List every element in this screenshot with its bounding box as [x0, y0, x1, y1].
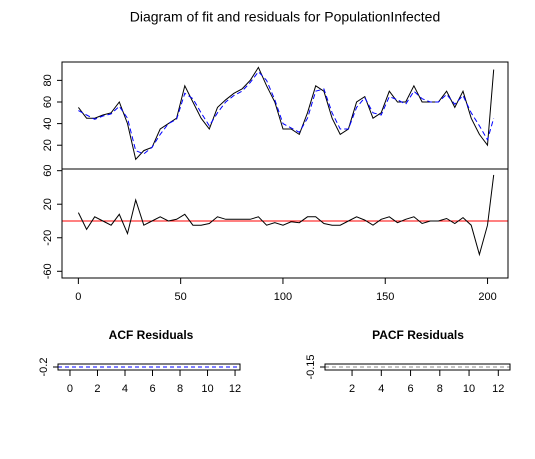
- x-tick-label: 12: [229, 383, 241, 395]
- x-tick-label: 6: [149, 383, 155, 395]
- pacf-title: PACF Residuals: [372, 328, 464, 342]
- x-tick-label: 200: [478, 291, 496, 303]
- x-tick-label: 50: [175, 291, 187, 303]
- x-tick-label: 8: [437, 383, 443, 395]
- plot-frame: [324, 363, 511, 371]
- y-tick-label: 40: [42, 117, 54, 129]
- x-tick-label: 6: [407, 383, 413, 395]
- plot-area: [58, 366, 240, 368]
- y-tick-label: 20: [42, 139, 54, 151]
- plot-area: [62, 174, 508, 257]
- plot-area: [78, 66, 495, 161]
- x-tick-label: 2: [94, 383, 100, 395]
- plot-frame: [57, 363, 241, 371]
- y-tick-label: 60: [42, 96, 54, 108]
- y-tick-label: -0.2: [38, 358, 50, 377]
- y-tick-label: 80: [42, 74, 54, 86]
- y-tick-label: -20: [42, 230, 54, 246]
- series-line: [78, 70, 495, 155]
- chart-title: Diagram of fit and residuals for Populat…: [130, 9, 441, 25]
- acf-title: ACF Residuals: [109, 328, 194, 342]
- x-tick-label: 0: [67, 383, 73, 395]
- x-tick-label: 2: [349, 383, 355, 395]
- x-tick-label: 150: [376, 291, 394, 303]
- x-tick-label: 10: [201, 383, 213, 395]
- x-tick-label: 4: [378, 383, 384, 395]
- y-tick-label: 20: [42, 198, 54, 210]
- plot-frame: [61, 168, 509, 279]
- y-tick-label: 60: [42, 165, 54, 177]
- x-tick-label: 12: [492, 383, 504, 395]
- plot-area: [325, 366, 510, 368]
- x-tick-label: 0: [75, 291, 81, 303]
- x-tick-label: 10: [463, 383, 475, 395]
- series-line: [77, 174, 495, 257]
- y-tick-label: -0.15: [305, 354, 317, 379]
- series-line: [78, 66, 495, 161]
- x-tick-label: 8: [177, 383, 183, 395]
- y-tick-label: -60: [42, 263, 54, 279]
- x-tick-label: 100: [274, 291, 292, 303]
- x-tick-label: 4: [122, 383, 128, 395]
